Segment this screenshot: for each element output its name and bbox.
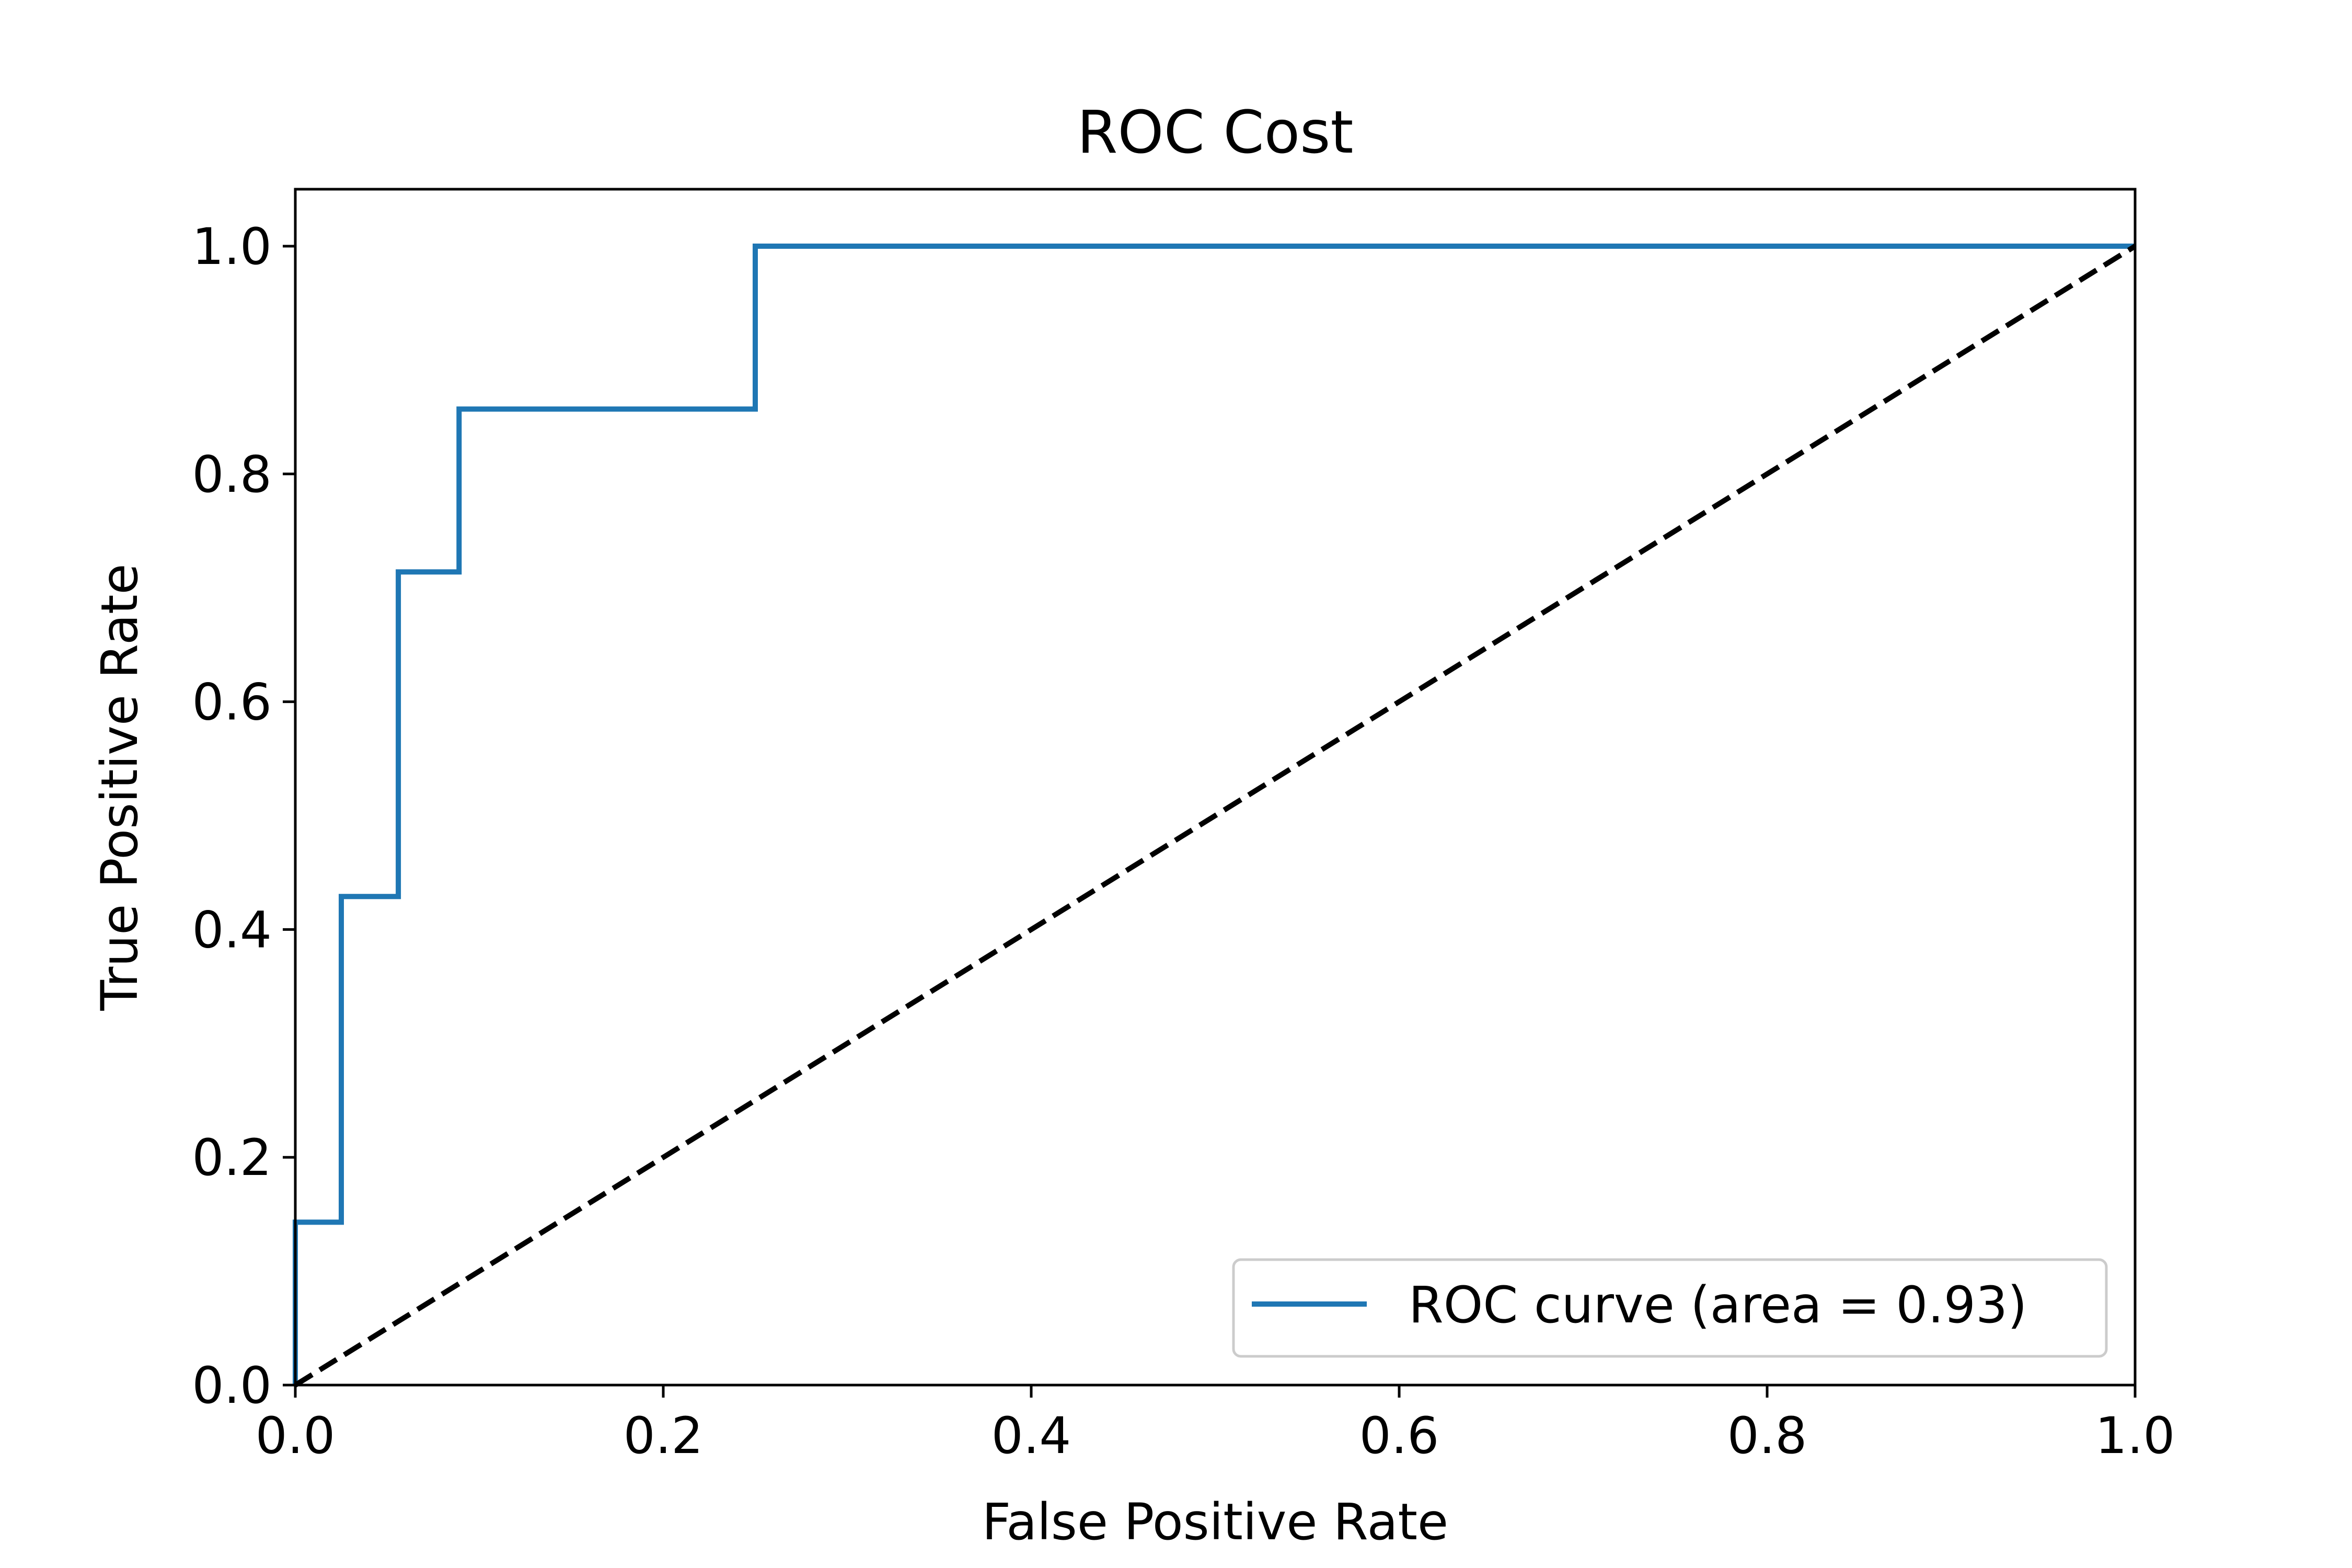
y-tick-label: 0.8 bbox=[192, 445, 272, 504]
x-tick-label: 0.2 bbox=[624, 1406, 704, 1465]
x-tick-label: 1.0 bbox=[2095, 1406, 2175, 1465]
plot-area bbox=[293, 244, 2137, 1388]
y-tick-label: 0.4 bbox=[192, 901, 272, 959]
x-tick-label: 0.8 bbox=[1727, 1406, 1807, 1465]
legend-box bbox=[1232, 1258, 2108, 1358]
x-axis-ticks: 0.0 0.2 0.4 0.6 0.8 1.0 bbox=[256, 1385, 2175, 1465]
y-axis-ticks: 0.0 0.2 0.4 0.6 0.8 1.0 bbox=[192, 217, 295, 1415]
x-tick-label: 0.0 bbox=[256, 1406, 336, 1465]
chart-title: ROC Cost bbox=[1077, 99, 1354, 167]
y-tick-label: 0.2 bbox=[192, 1128, 272, 1187]
x-tick-label: 0.4 bbox=[991, 1406, 1071, 1465]
y-axis-label: True Positive Rate bbox=[90, 563, 149, 1011]
y-tick-label: 1.0 bbox=[192, 217, 272, 276]
axes-frame bbox=[294, 188, 2137, 1387]
legend-entry-roc-curve: ROC curve (area = 0.93) bbox=[1409, 1276, 2027, 1334]
x-axis-label: False Positive Rate bbox=[982, 1493, 1448, 1551]
legend: ROC curve (area = 0.93) bbox=[1232, 1258, 2108, 1358]
y-tick-label: 0.6 bbox=[192, 673, 272, 732]
x-tick-label: 0.6 bbox=[1359, 1406, 1439, 1465]
y-tick-label: 0.0 bbox=[192, 1356, 272, 1415]
chance-diagonal-line bbox=[294, 244, 2137, 1388]
roc-curve-line bbox=[293, 244, 2135, 1385]
